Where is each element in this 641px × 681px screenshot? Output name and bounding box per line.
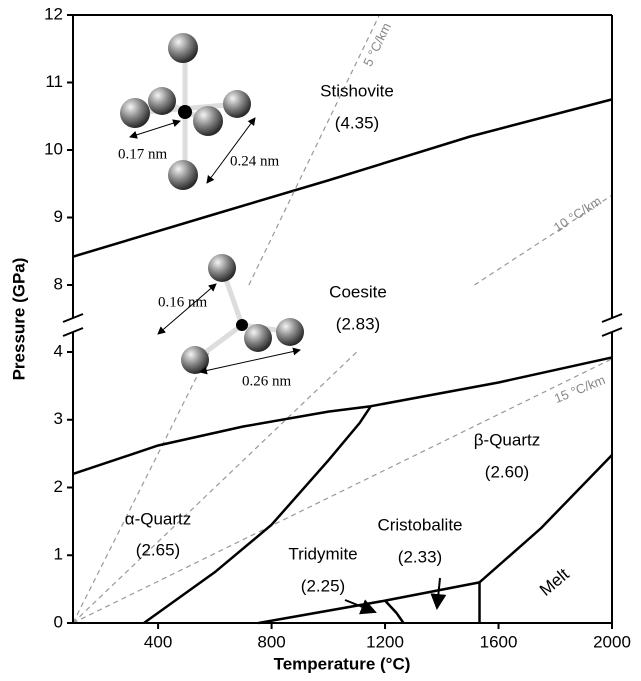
phase-line	[72, 351, 210, 624]
phase-density: (2.60)	[485, 462, 529, 481]
phase-line	[474, 194, 613, 286]
y-tick-label: 9	[54, 207, 63, 226]
geotherm-label: 5 °C/km	[360, 20, 394, 68]
bond-label: 0.24 nm	[230, 153, 280, 169]
phase-name: β-Quartz	[474, 430, 540, 449]
phase-line	[72, 358, 613, 624]
x-tick-label: 800	[257, 632, 285, 651]
phase-name: Coesite	[329, 282, 387, 301]
phase-name: Melt	[536, 564, 573, 599]
phase-line	[248, 14, 380, 286]
phase-density: (2.33)	[398, 547, 442, 566]
phase-density: (2.83)	[336, 314, 380, 333]
geotherm-label: 10 °C/km	[551, 193, 604, 235]
phase-name: α-Quartz	[125, 509, 192, 528]
y-tick-label: 0	[54, 612, 63, 631]
bond-label: 0.26 nm	[242, 373, 292, 389]
plot-area	[72, 14, 613, 625]
x-axis-title: Temperature (°C)	[274, 654, 411, 673]
phase-density: (2.65)	[136, 540, 180, 559]
x-tick-label: 1600	[480, 632, 518, 651]
y-tick-label: 10	[44, 139, 63, 158]
y-tick-label: 3	[54, 409, 63, 428]
x-tick-label: 400	[144, 632, 172, 651]
phase-line	[384, 581, 480, 602]
phase-name: Stishovite	[320, 81, 394, 100]
phase-line	[72, 404, 372, 476]
phase-density: (4.35)	[335, 113, 379, 132]
geotherm-label: 15 °C/km	[552, 372, 607, 406]
phase-line	[143, 405, 372, 625]
y-tick-label: 12	[44, 4, 63, 23]
phase-line	[72, 98, 613, 258]
phase-name: Tridymite	[288, 544, 357, 563]
y-tick-label: 11	[45, 72, 63, 91]
y-tick-label: 1	[54, 545, 63, 564]
phase-density: (2.25)	[301, 576, 345, 595]
phase-line	[258, 599, 386, 625]
x-tick-label: 2000	[593, 632, 631, 651]
phase-line	[384, 599, 405, 624]
y-axis-title: Pressure (GPa)	[9, 258, 28, 381]
y-tick-label: 4	[54, 341, 63, 360]
silica-tetrahedron-molecule	[120, 33, 447, 615]
bond-label: 0.16 nm	[158, 294, 208, 310]
frame	[62, 14, 623, 624]
x-tick-label: 1200	[366, 632, 404, 651]
bond-label: 0.17 nm	[118, 146, 168, 162]
phase-line	[370, 356, 613, 408]
phase-line	[478, 454, 613, 584]
phase-name: Cristobalite	[377, 515, 462, 534]
y-tick-label: 2	[54, 477, 63, 496]
y-tick-label: 8	[54, 274, 63, 293]
phase-line	[72, 351, 358, 624]
